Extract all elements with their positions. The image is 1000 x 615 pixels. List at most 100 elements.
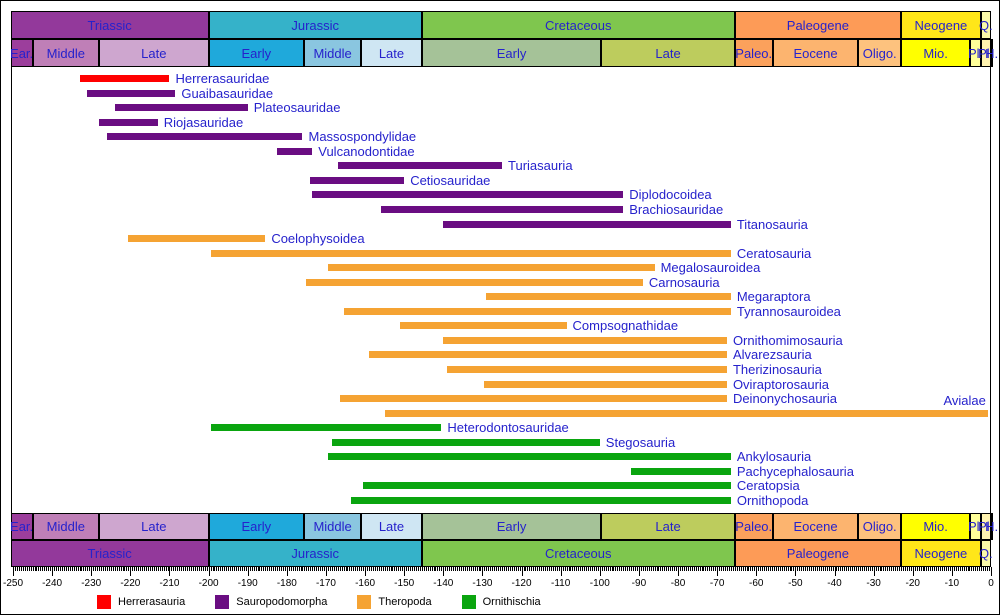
period-segment-q[interactable]: Q. bbox=[979, 540, 993, 567]
epoch-segment-early[interactable]: Early bbox=[421, 513, 602, 540]
axis-minor-tick bbox=[388, 567, 390, 571]
period-segment-cretaceous[interactable]: Cretaceous bbox=[421, 540, 735, 567]
taxon-label-ceratopsia[interactable]: Ceratopsia bbox=[736, 478, 800, 494]
taxon-label-carnosauria[interactable]: Carnosauria bbox=[648, 274, 720, 290]
taxon-label-guaibasauridae[interactable]: Guaibasauridae bbox=[181, 85, 274, 101]
taxon-label-cetiosauridae[interactable]: Cetiosauridae bbox=[410, 172, 491, 188]
taxon-label-therizinosauria[interactable]: Therizinosauria bbox=[732, 362, 822, 377]
period-segment-triassic[interactable]: Triassic bbox=[10, 540, 209, 567]
taxon-label-tyrannosauroidea[interactable]: Tyrannosauroidea bbox=[736, 303, 841, 319]
axis-minor-tick bbox=[924, 567, 926, 571]
taxon-label-riojasauridae[interactable]: Riojasauridae bbox=[163, 114, 244, 130]
period-band-bottom: Triassic Jurassic Cretaceous Paleogene Neoge… bbox=[1, 540, 999, 567]
epoch-segment-middle[interactable]: Middle bbox=[304, 39, 362, 67]
taxon-label-megalosauroidea[interactable]: Megalosauroidea bbox=[660, 260, 761, 276]
taxon-label-compsognathidae[interactable]: Compsognathidae bbox=[572, 318, 679, 334]
taxon-label-deinonychosauria[interactable]: Deinonychosauria bbox=[732, 391, 838, 407]
epoch-segment-h[interactable]: H. bbox=[985, 39, 998, 67]
axis-minor-tick bbox=[106, 567, 108, 571]
epoch-segment-late[interactable]: Late bbox=[601, 513, 735, 540]
taxon-label-ornithomimosauria[interactable]: Ornithomimosauria bbox=[732, 332, 843, 348]
epoch-segment-ear[interactable]: Ear. bbox=[10, 39, 33, 67]
epoch-segment-late[interactable]: Late bbox=[361, 513, 422, 540]
taxon-label-diplodocoidea[interactable]: Diplodocoidea bbox=[629, 187, 712, 203]
taxon-label-ankylosauria[interactable]: Ankylosauria bbox=[736, 449, 812, 465]
taxon-bar-heterodontosauridae bbox=[210, 424, 442, 432]
taxon-label-pachycephalosauria[interactable]: Pachycephalosauria bbox=[736, 463, 854, 479]
epoch-segment-oligo[interactable]: Oligo. bbox=[858, 513, 902, 540]
axis-minor-tick bbox=[723, 567, 725, 571]
axis-minor-tick bbox=[425, 567, 427, 571]
epoch-segment-early[interactable]: Early bbox=[208, 39, 305, 67]
axis-minor-tick bbox=[126, 567, 128, 571]
epoch-label: Eocene bbox=[793, 45, 838, 61]
epoch-segment-pl[interactable]: Pl. bbox=[978, 513, 994, 540]
epoch-segment-eocene[interactable]: Eocene bbox=[772, 39, 859, 67]
taxon-label-alvarezsauria[interactable]: Alvarezsauria bbox=[732, 347, 812, 363]
epoch-segment-mio[interactable]: Mio. bbox=[901, 39, 971, 67]
axis-minor-tick bbox=[623, 567, 625, 571]
taxon-label-ceratosauria[interactable]: Ceratosauria bbox=[736, 245, 812, 261]
taxon-label-avialae[interactable]: Avialae bbox=[943, 392, 986, 408]
epoch-segment-pl[interactable]: Pl. bbox=[968, 513, 983, 540]
epoch-segment-early[interactable]: Early bbox=[208, 513, 305, 540]
epoch-segment-late[interactable]: Late bbox=[99, 39, 209, 67]
axis-major-tick bbox=[599, 567, 601, 576]
axis-minor-tick bbox=[14, 567, 16, 571]
period-segment-triassic[interactable]: Triassic bbox=[10, 11, 209, 39]
taxon-label-herrerasauridae[interactable]: Herrerasauridae bbox=[175, 71, 270, 86]
taxon-label-oviraptorosauria[interactable]: Oviraptorosauria bbox=[732, 376, 830, 392]
epoch-segment-paleo[interactable]: Paleo. bbox=[734, 513, 773, 540]
axis-minor-tick bbox=[533, 567, 535, 571]
axis-minor-tick bbox=[535, 567, 537, 571]
period-segment-neogene[interactable]: Neogene bbox=[901, 540, 981, 567]
taxon-label-titanosauria[interactable]: Titanosauria bbox=[736, 216, 808, 232]
epoch-segment-pl[interactable]: Pl. bbox=[968, 39, 983, 67]
period-segment-paleogene[interactable]: Paleogene bbox=[734, 11, 901, 39]
axis-minor-tick bbox=[386, 567, 388, 571]
axis-minor-tick bbox=[881, 567, 883, 571]
axis-major-tick bbox=[482, 567, 484, 576]
axis-minor-tick bbox=[764, 567, 766, 571]
axis-minor-tick bbox=[914, 567, 916, 571]
taxon-label-massospondylidae[interactable]: Massospondylidae bbox=[308, 129, 417, 145]
period-segment-q[interactable]: Q. bbox=[979, 11, 993, 39]
axis-minor-tick bbox=[865, 567, 867, 571]
period-segment-paleogene[interactable]: Paleogene bbox=[734, 540, 901, 567]
axis-minor-tick bbox=[390, 567, 392, 571]
taxon-label-ornithopoda[interactable]: Ornithopoda bbox=[736, 492, 809, 508]
epoch-segment-late[interactable]: Late bbox=[361, 39, 422, 67]
epoch-segment-middle[interactable]: Middle bbox=[32, 39, 100, 67]
epoch-segment-middle[interactable]: Middle bbox=[32, 513, 100, 540]
axis-minor-tick bbox=[179, 567, 181, 571]
epoch-label: Pl. bbox=[978, 519, 994, 534]
taxon-label-stegosauria[interactable]: Stegosauria bbox=[605, 434, 676, 450]
epoch-segment-paleo[interactable]: Paleo. bbox=[734, 39, 773, 67]
taxon-label-turiasauria[interactable]: Turiasauria bbox=[508, 158, 573, 174]
taxon-label-vulcanodontidae[interactable]: Vulcanodontidae bbox=[318, 143, 415, 159]
epoch-segment-h[interactable]: H. bbox=[985, 513, 998, 540]
taxon-label-brachiosauridae[interactable]: Brachiosauridae bbox=[629, 201, 724, 217]
period-segment-jurassic[interactable]: Jurassic bbox=[208, 540, 422, 567]
axis-minor-tick bbox=[474, 567, 476, 571]
epoch-segment-late[interactable]: Late bbox=[99, 513, 209, 540]
epoch-segment-eocene[interactable]: Eocene bbox=[772, 513, 859, 540]
epoch-segment-pl[interactable]: Pl. bbox=[978, 39, 993, 67]
taxon-label-megaraptora[interactable]: Megaraptora bbox=[736, 289, 811, 305]
epoch-segment-mio[interactable]: Mio. bbox=[901, 513, 971, 540]
axis-minor-tick bbox=[768, 567, 770, 571]
taxon-label-heterodontosauridae[interactable]: Heterodontosauridae bbox=[447, 420, 569, 436]
period-segment-cretaceous[interactable]: Cretaceous bbox=[421, 11, 735, 39]
axis-label-minus30: -30 bbox=[866, 578, 881, 589]
epoch-segment-late[interactable]: Late bbox=[601, 39, 735, 67]
taxon-label-plateosauridae[interactable]: Plateosauridae bbox=[253, 100, 341, 116]
period-segment-neogene[interactable]: Neogene bbox=[901, 11, 981, 39]
epoch-segment-middle[interactable]: Middle bbox=[304, 513, 362, 540]
axis-major-tick bbox=[951, 567, 953, 576]
epoch-segment-oligo[interactable]: Oligo. bbox=[858, 39, 902, 67]
epoch-segment-early[interactable]: Early bbox=[421, 39, 602, 67]
axis-minor-tick bbox=[181, 567, 183, 571]
epoch-segment-ear[interactable]: Ear. bbox=[10, 513, 33, 540]
period-segment-jurassic[interactable]: Jurassic bbox=[208, 11, 422, 39]
taxon-label-coelophysoidea[interactable]: Coelophysoidea bbox=[271, 231, 365, 247]
